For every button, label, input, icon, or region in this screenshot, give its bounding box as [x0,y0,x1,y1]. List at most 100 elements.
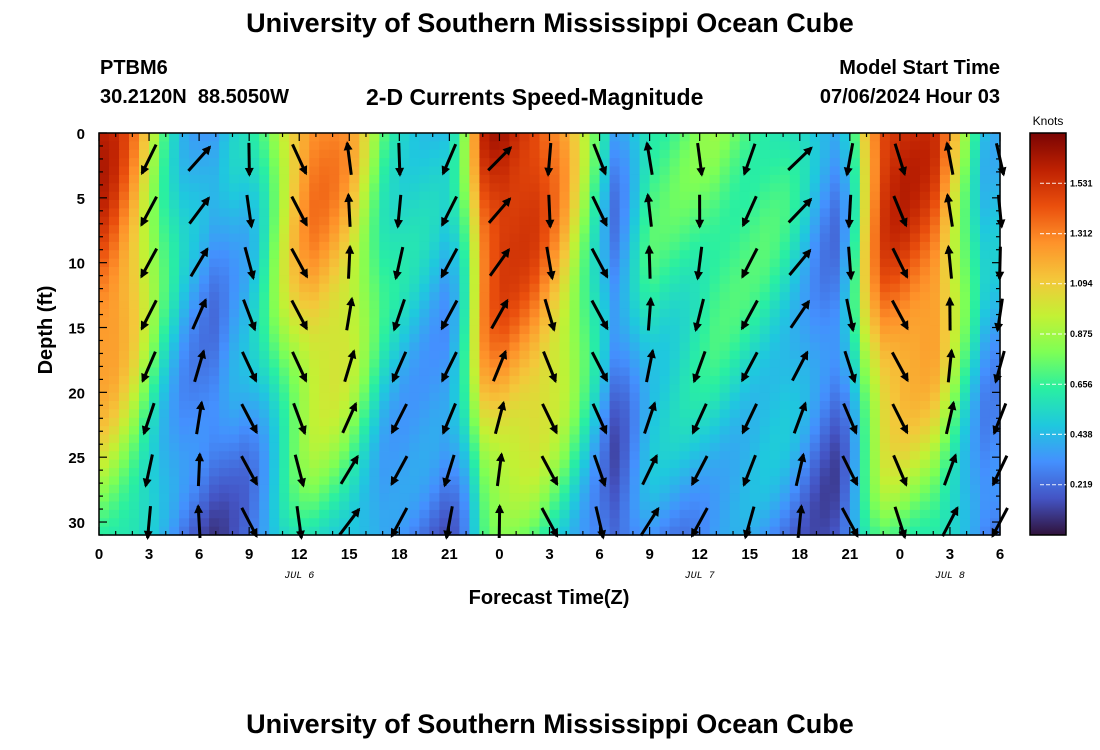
heatmap-cell [359,476,370,486]
heatmap-cell [969,141,981,151]
heatmap-cell [749,292,761,302]
current-arrow [195,452,204,487]
heatmap-cell [639,250,651,260]
heatmap-cell [779,183,791,193]
heatmap-cell [109,451,120,461]
heatmap-cell [459,183,471,193]
heatmap-cell [499,216,511,226]
heatmap-cell [639,325,651,335]
heatmap-cell [589,375,601,385]
heatmap-cell [839,493,851,503]
heatmap-cell [229,526,240,536]
heatmap-cell [779,334,791,343]
heatmap-cell [299,191,310,201]
heatmap-cell [429,409,440,419]
heatmap-cell [719,484,731,494]
heatmap-cell [829,359,841,369]
heatmap-cell [559,334,571,343]
heatmap-cell [469,250,481,260]
heatmap-cell [529,200,541,209]
heatmap-cell [919,384,931,394]
heatmap-cell [319,133,330,142]
heatmap-cell [659,292,671,302]
heatmap-cell [779,191,791,201]
heatmap-cell [569,258,581,268]
heatmap-cell [589,267,601,276]
heatmap-cell [209,317,220,327]
heatmap-cell [629,258,641,268]
heatmap-cell [99,493,110,503]
heatmap-cell [239,434,250,444]
heatmap-cell [969,317,981,327]
heatmap-cell [549,401,561,410]
heatmap-cell [519,384,531,394]
heatmap-cell [869,283,881,293]
x-tick-label: 0 [495,546,503,563]
heatmap-cell [219,484,230,494]
heatmap-cell [619,258,631,268]
heatmap-cell [809,392,821,402]
heatmap-cell [759,283,771,293]
heatmap-cell [649,526,661,536]
heatmap-cell [509,283,521,293]
heatmap-cell [249,451,260,461]
heatmap-cell [129,384,140,394]
heatmap-cell [529,468,541,477]
heatmap-cell [819,375,831,385]
heatmap-cell [909,367,921,377]
heatmap-cell [209,250,220,260]
heatmap-cell [549,208,561,218]
heatmap-cell [619,401,631,410]
heatmap-cell [589,183,601,193]
heatmap-cell [659,133,671,142]
heatmap-cell [329,375,340,385]
heatmap-cell [569,308,581,318]
heatmap-cell [119,158,130,168]
heatmap-cell [919,317,931,327]
heatmap-cell [419,166,430,176]
heatmap-cell [379,325,390,335]
heatmap-cell [849,258,861,268]
heatmap-cell [109,183,120,193]
heatmap-cell [589,426,601,436]
heatmap-cell [909,292,921,302]
heatmap-cell [679,359,691,369]
heatmap-cell [659,409,671,419]
heatmap-cell [489,451,501,461]
heatmap-cell [179,468,190,477]
heatmap-cell [869,317,881,327]
heatmap-cell [289,166,300,176]
heatmap-cell [639,493,651,503]
heatmap-cell [659,451,671,461]
heatmap-cell [559,216,571,226]
heatmap-cell [989,149,1001,159]
heatmap-cell [329,191,340,201]
heatmap-cell [579,308,591,318]
heatmap-cell [129,308,140,318]
x-tick-label: 3 [545,546,553,563]
heatmap-cell [719,216,731,226]
heatmap-cell [879,526,891,536]
current-arrow [891,403,909,435]
heatmap-cell [969,350,981,360]
heatmap-cell [839,484,851,494]
heatmap-cell [489,392,501,402]
heatmap-cell [819,300,831,310]
heatmap-cell [879,225,891,235]
heatmap-cell [829,493,841,503]
heatmap-cell [659,200,671,209]
heatmap-cell [989,459,1001,469]
heatmap-cell [129,292,140,302]
heatmap-cell [429,375,440,385]
heatmap-cell [519,409,531,419]
heatmap-cell [809,267,821,276]
heatmap-cell [719,208,731,218]
current-arrow [245,194,255,229]
heatmap-cell [989,225,1001,235]
heatmap-cell [929,442,941,452]
heatmap-cell [619,526,631,536]
heatmap-cell [239,317,250,327]
heatmap-cell [769,409,781,419]
heatmap-cell [539,367,551,377]
heatmap-cell [429,392,440,402]
